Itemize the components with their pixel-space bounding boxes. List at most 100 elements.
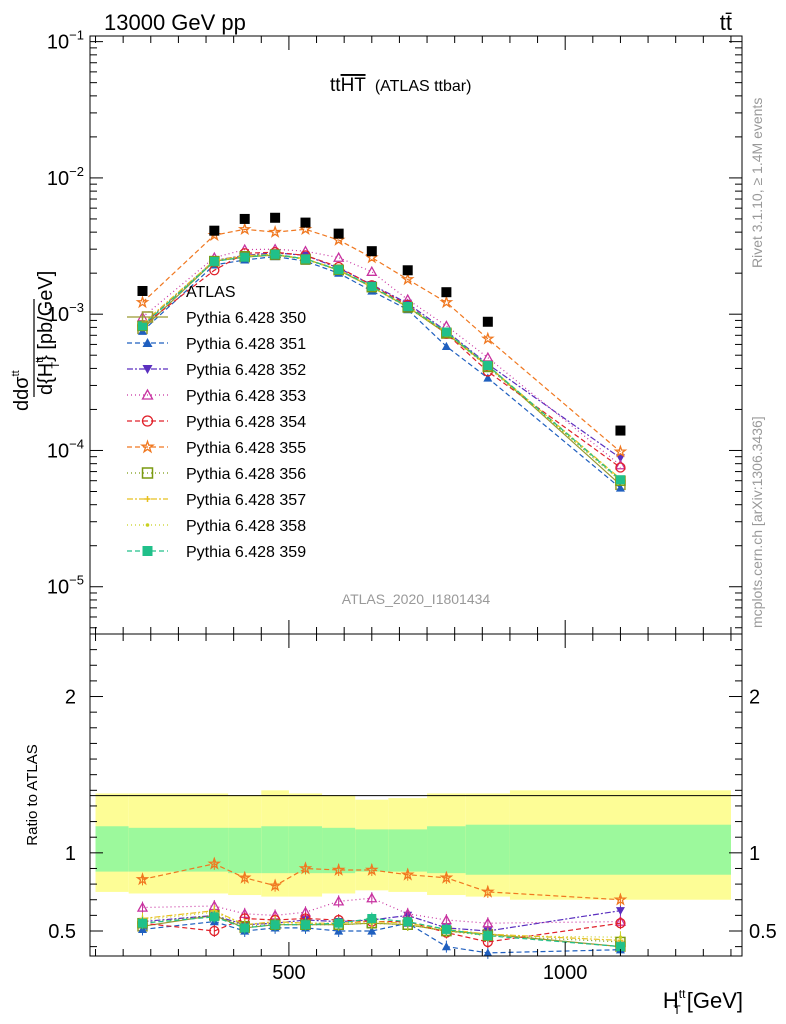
series-point — [237, 222, 252, 236]
band-inner — [388, 829, 428, 872]
series-point — [439, 295, 454, 309]
data-point — [239, 213, 250, 224]
ratio-frame — [89, 633, 743, 957]
analysis-id: ATLAS_2020_I1801434 — [342, 591, 491, 607]
data-point — [209, 225, 220, 236]
data-point — [615, 425, 626, 436]
series-point — [333, 251, 345, 262]
ratio-ytick-label-right: 2 — [749, 687, 760, 709]
series-point — [615, 454, 625, 463]
ratio-point — [615, 918, 626, 929]
series-line — [142, 253, 621, 480]
legend-label: Pythia 6.428 350 — [186, 310, 306, 327]
ratio-point — [268, 878, 282, 892]
legend-marker — [142, 338, 153, 347]
legend-label: Pythia 6.428 358 — [186, 518, 306, 535]
ratio-point — [367, 926, 377, 935]
series-point — [441, 341, 451, 351]
ratio-line — [142, 914, 621, 943]
series-point — [441, 327, 451, 337]
ratio-point — [334, 918, 344, 928]
series-point — [400, 272, 415, 286]
ratio-ytick-label-right: 0.5 — [749, 921, 777, 943]
data-point — [441, 287, 452, 298]
series-line — [142, 253, 621, 481]
data-point — [137, 285, 148, 296]
ratio-ytick-label: 0.5 — [48, 921, 76, 943]
ratio-point — [240, 923, 250, 933]
legend-label: Pythia 6.428 356 — [186, 466, 306, 483]
data-point — [402, 265, 413, 276]
main-ylabel: ddσtt d{HttT} [pb/GeV] — [10, 271, 62, 411]
series-point — [268, 224, 282, 238]
series-point — [298, 222, 313, 236]
ratio-point — [480, 884, 495, 898]
ratio-point — [364, 862, 379, 876]
main-ytick-label: 10−1 — [47, 28, 84, 54]
series-point — [482, 351, 494, 362]
ratio-point — [400, 867, 415, 881]
series-point — [367, 281, 377, 291]
process-label: 13000 GeV pp — [104, 10, 246, 35]
ratio-line — [142, 910, 621, 932]
ratio-point — [403, 917, 413, 927]
legend-marker — [142, 365, 153, 374]
series-point — [614, 459, 627, 470]
data-point — [333, 228, 344, 239]
ratio-point — [270, 920, 280, 930]
series-point — [366, 265, 378, 276]
series-line — [142, 248, 621, 466]
ratio-ytick-label: 1 — [65, 843, 76, 865]
svg-text:ddσtt: ddσtt — [10, 370, 33, 411]
main-ytick-label: 10−5 — [47, 573, 84, 599]
xtick-label: 500 — [272, 962, 305, 984]
legend-marker — [145, 523, 150, 527]
main-ytick-label: 10−2 — [47, 164, 84, 190]
ratio-point — [135, 872, 150, 886]
ratio-point — [209, 925, 220, 937]
ratio-point — [441, 942, 451, 951]
ratio-point — [439, 870, 454, 884]
series-point — [300, 254, 310, 264]
series-point — [615, 483, 625, 492]
channel-tag: tt̄ — [720, 10, 732, 35]
series-point — [209, 256, 219, 266]
ratio-point — [366, 892, 378, 903]
ratio-curves — [135, 856, 628, 959]
ratio-point — [441, 924, 451, 934]
ratio-point — [331, 862, 346, 876]
band-inner — [465, 824, 510, 875]
title-main: tt — [330, 75, 341, 96]
ratio-point — [482, 917, 494, 928]
ratio-line — [142, 916, 621, 948]
legend-label: Pythia 6.428 359 — [186, 544, 306, 561]
ratio-line — [142, 863, 621, 901]
series-point — [270, 249, 280, 259]
title-overlined: HT — [341, 75, 367, 96]
ratio-point — [298, 861, 313, 875]
series-point — [137, 321, 147, 331]
series-point — [240, 252, 250, 262]
legend-marker — [140, 439, 155, 454]
series-line — [142, 228, 621, 453]
ratio-point — [613, 892, 628, 906]
ratio-ylabel: Ratio to ATLAS — [24, 744, 41, 845]
mcplots-note: mcplots.cern.ch [arXiv:1306.3436] — [749, 416, 765, 628]
main-ytick-label: 10−4 — [47, 436, 84, 462]
legend-marker — [144, 496, 151, 502]
ratio-panel: 0.5 0.5 1 1 2 2 500 1000 — [48, 633, 777, 984]
legend-marker — [141, 388, 154, 400]
svg-text:d{HttT} [pb/GeV]: d{HttT} [pb/GeV] — [34, 271, 62, 395]
ratio-ytick-label: 2 — [65, 687, 76, 709]
series-point — [615, 462, 626, 473]
main-curves — [135, 222, 628, 492]
main-panel: ttHT (ATLAS ttbar) ATLAS_2020_I1801434 A… — [47, 28, 743, 635]
legend: ATLAS Pythia 6.428 350 Pythia 6.428 351 Pyt… — [127, 284, 306, 561]
band-inner — [509, 824, 731, 875]
ratio-point — [618, 935, 623, 940]
band-inner — [95, 826, 129, 872]
ratio-point — [136, 901, 149, 912]
uncertainty-bands — [95, 790, 731, 900]
band-inner — [261, 826, 289, 874]
plot-title: ttHT (ATLAS ttbar) — [330, 75, 471, 96]
